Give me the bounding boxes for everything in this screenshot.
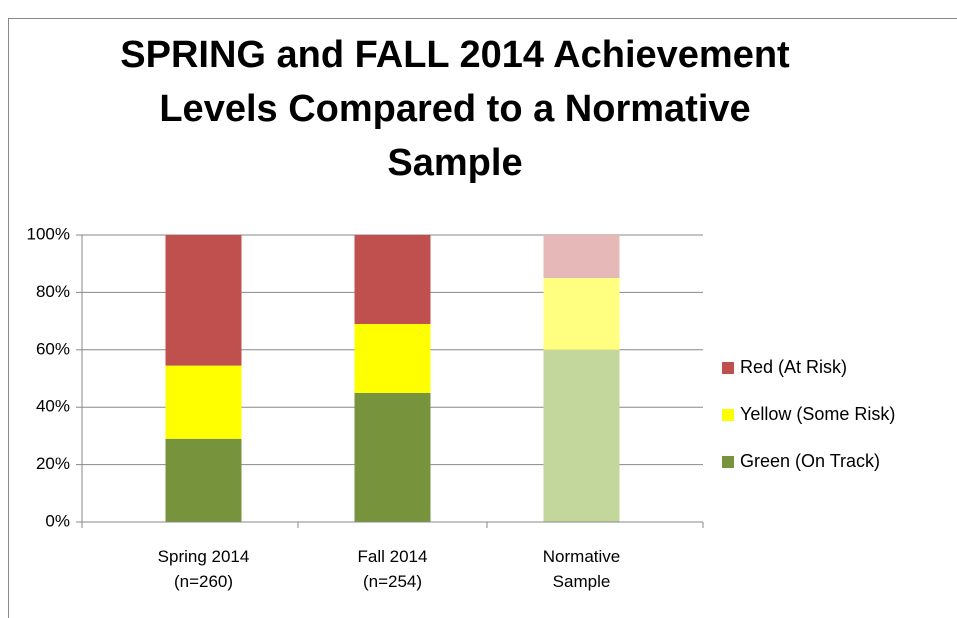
legend-swatch [722,409,734,421]
y-tick-label: 80% [36,282,70,301]
x-tick-label: Normative Sample [542,547,621,591]
chart-title: SPRING and FALL 2014 Achievement Levels … [120,34,790,184]
bar-segment [354,235,431,324]
x-tick-label: Fall 2014 (n=254) [357,547,428,591]
legend-swatch [722,456,734,468]
legend-label: Yellow (Some Risk) [740,404,895,424]
x-tick-label: Spring 2014 (n=260) [157,547,250,591]
y-tick-label: 40% [36,397,70,416]
bar-segment [165,235,242,366]
bar-segment [165,365,242,439]
bar-segment [543,278,620,350]
chart-border [8,18,957,618]
bar-segment [354,392,431,522]
y-tick-label: 100% [27,224,70,243]
legend-label: Red (At Risk) [740,357,847,377]
bar-segment [543,235,620,279]
y-tick-label: 20% [36,454,70,473]
bar-segment [165,438,242,522]
bar-segment [543,349,620,522]
y-tick-label: 60% [36,339,70,358]
legend-swatch [722,362,734,374]
legend-label: Green (On Track) [740,451,880,471]
bar-segment [354,323,431,393]
y-tick-label: 0% [45,511,70,530]
